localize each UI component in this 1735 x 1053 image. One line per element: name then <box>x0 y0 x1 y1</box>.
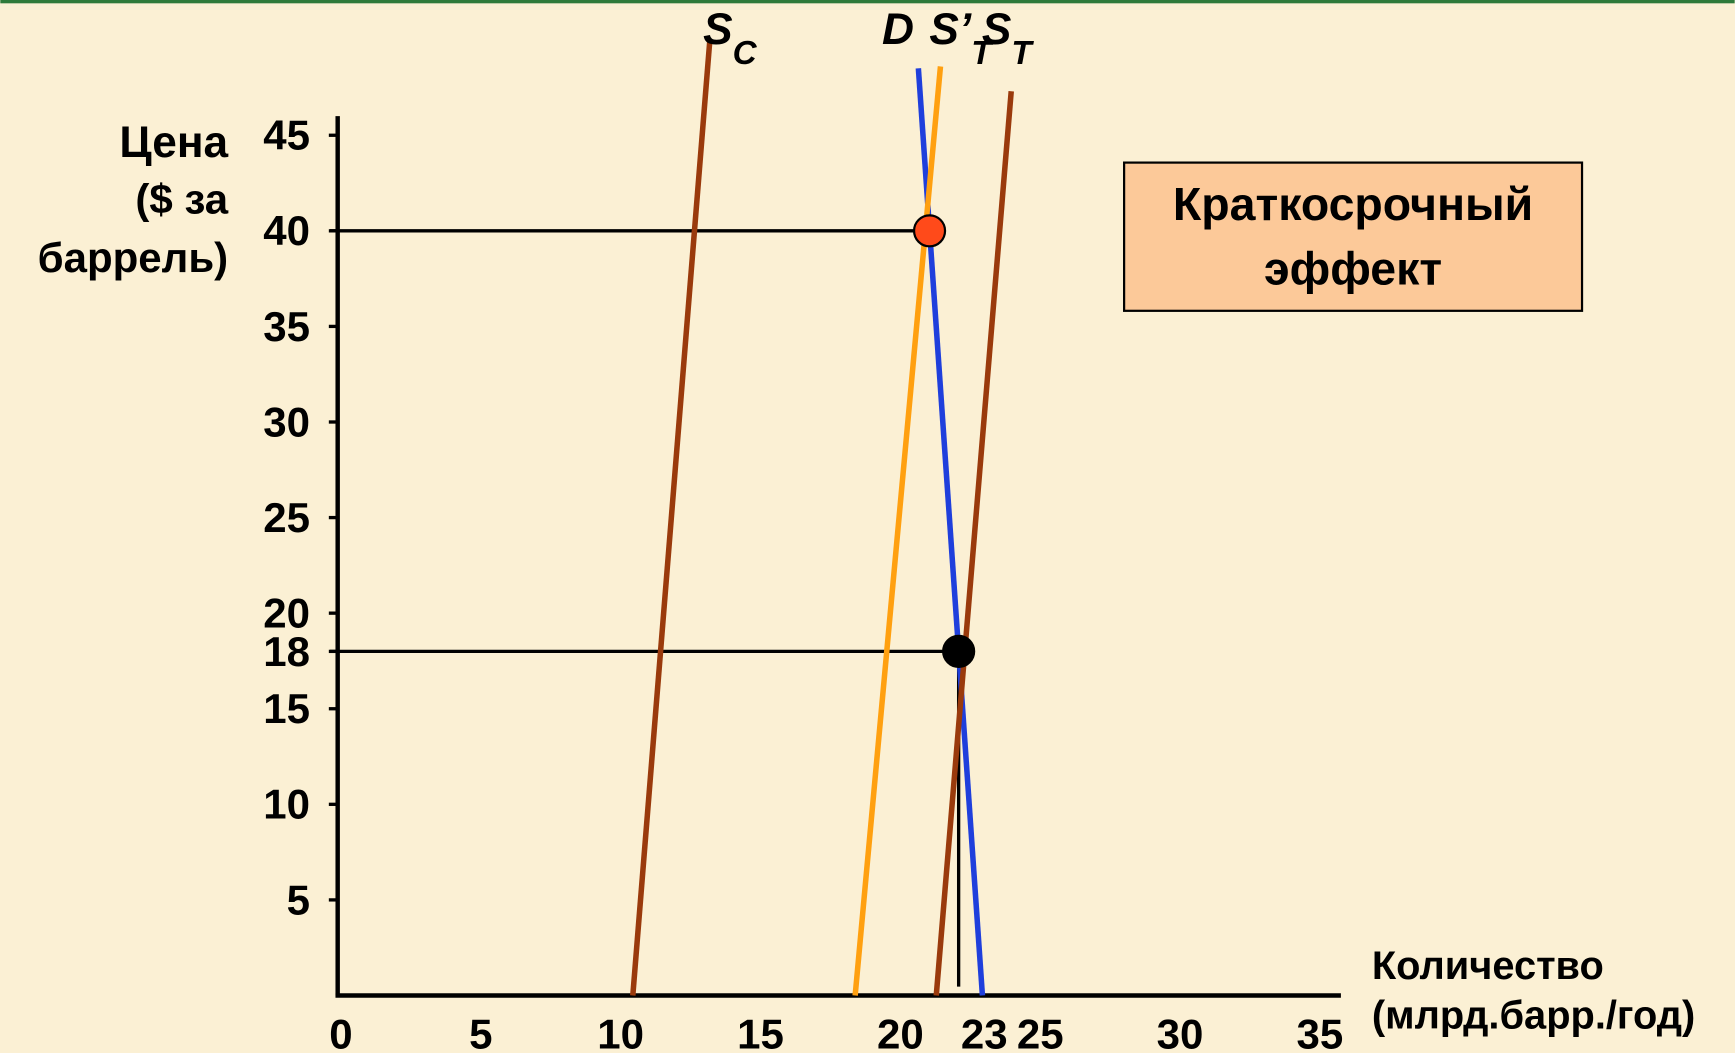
y-axis-label: Цена <box>119 118 228 167</box>
x-tick-label: 23 <box>961 1011 1008 1053</box>
series-label: ST <box>982 5 1035 72</box>
y-tick-label: 40 <box>263 207 310 254</box>
y-tick-label: 15 <box>263 685 310 732</box>
annotation-frame <box>1123 161 1584 312</box>
annotation-line: Краткосрочный <box>1173 178 1533 230</box>
series-line <box>852 66 944 996</box>
x-tick-label: 10 <box>597 1011 644 1053</box>
y-tick-label: 5 <box>287 876 310 923</box>
series-label: S’T <box>929 5 994 72</box>
x-tick-label: 30 <box>1157 1011 1204 1053</box>
series-name: S’ <box>929 5 972 54</box>
x-tick-label: 5 <box>469 1011 492 1053</box>
series-line <box>933 91 1014 996</box>
series-name: S <box>982 5 1012 54</box>
series-name: S <box>703 5 733 54</box>
series-label: SC <box>703 5 758 72</box>
series-name: D <box>882 5 914 54</box>
series-subscript: T <box>971 35 994 72</box>
y-tick-label: 20 <box>263 590 310 637</box>
annotation-line: эффект <box>1264 242 1442 294</box>
x-tick-label: 0 <box>329 1011 352 1053</box>
equilibrium-point <box>912 214 947 248</box>
x-tick-label: 20 <box>877 1011 924 1053</box>
y-tick-label: 45 <box>263 112 310 159</box>
y-axis-label: баррель) <box>38 234 229 281</box>
series-subscript: T <box>1011 35 1034 72</box>
y-tick-label: 25 <box>263 494 310 541</box>
annotation-box: Краткосрочный эффект <box>1123 161 1584 312</box>
x-axis-label: Количество <box>1372 944 1604 988</box>
series-subscript: C <box>733 35 758 72</box>
y-tick-label: 18 <box>263 628 310 675</box>
top-border <box>0 0 1735 4</box>
x-axis-label: (млрд.барр./год) <box>1372 994 1695 1038</box>
y-tick-label: 35 <box>263 303 310 350</box>
equilibrium-point <box>942 634 976 668</box>
y-axis-label: ($ за <box>135 175 228 222</box>
y-tick-label: 30 <box>263 398 310 445</box>
y-tick-label: 10 <box>263 781 310 828</box>
x-tick-label: 15 <box>737 1011 784 1053</box>
series-line <box>630 41 713 996</box>
x-tick-label: 25 <box>1017 1011 1064 1053</box>
x-tick-label: 35 <box>1297 1011 1344 1053</box>
series-label: D <box>882 5 914 54</box>
